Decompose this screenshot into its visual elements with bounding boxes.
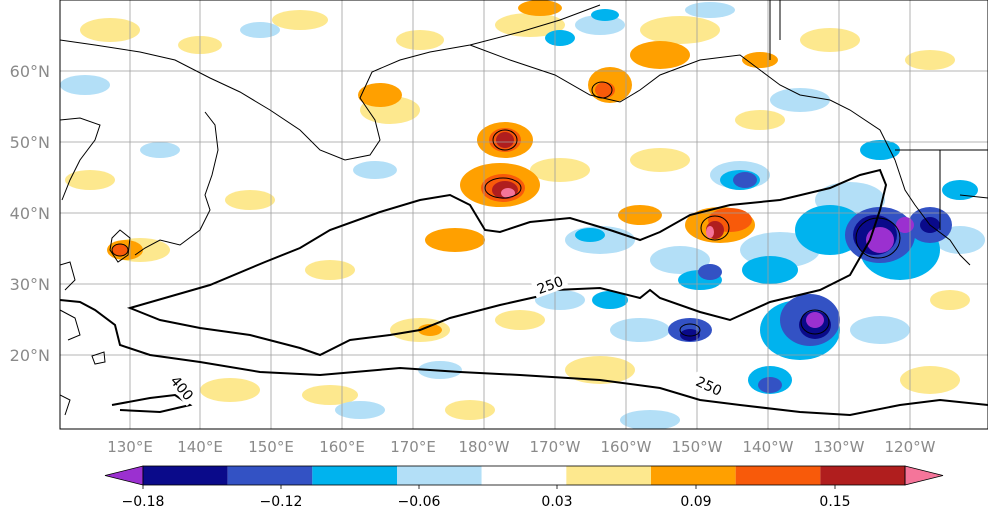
longitude-labels: 130°E 140°E 150°E 160°E 170°E 180°W 170°W 160°W… <box>107 438 935 456</box>
longitude-label: 170°W <box>530 438 581 456</box>
coastlines <box>60 0 988 416</box>
latitude-labels: 60°N 50°N 40°N 30°N 20°N <box>10 62 50 365</box>
gridlines <box>60 0 988 429</box>
longitude-label: 120°W <box>885 438 936 456</box>
colorbar-segment <box>227 466 313 485</box>
colorbar-segment <box>820 466 905 485</box>
map-border <box>59 0 988 430</box>
longitude-label: 170°E <box>390 438 436 456</box>
colorbar-segment <box>566 466 651 485</box>
colorbar-tick-label: 0.15 <box>819 494 850 510</box>
colorbar-segment <box>735 466 821 485</box>
longitude-label: 180°W <box>459 438 510 456</box>
longitude-label: 140°W <box>743 438 794 456</box>
colorbar-segment <box>312 466 397 485</box>
longitude-label: 150°E <box>248 438 294 456</box>
colorbar-extend-min <box>104 465 144 486</box>
latitude-label: 60°N <box>10 62 50 81</box>
latitude-label: 20°N <box>10 346 50 365</box>
colorbar-tick-label: 0.03 <box>541 494 572 510</box>
colorbar-tick-label: −0.18 <box>122 494 165 510</box>
latitude-label: 40°N <box>10 204 50 223</box>
colorbar: −0.18 −0.12 −0.06 0.03 0.09 0.15 <box>104 465 944 510</box>
significance-outlines <box>111 81 901 337</box>
latitude-label: 30°N <box>10 275 50 294</box>
longitude-label: 130°E <box>107 438 153 456</box>
colorbar-extend-max <box>904 465 944 486</box>
colorbar-segment <box>397 466 482 485</box>
latitude-label: 50°N <box>10 133 50 152</box>
colorbar-tick-label: −0.06 <box>398 494 441 510</box>
longitude-label: 150°W <box>672 438 723 456</box>
longitude-label: 140°E <box>177 438 223 456</box>
map-panel: 250 250 400 <box>60 0 988 429</box>
longitude-label: 130°W <box>814 438 865 456</box>
longitude-label: 160°W <box>601 438 652 456</box>
longitude-label: 160°E <box>319 438 365 456</box>
colorbar-tick-label: 0.09 <box>680 494 711 510</box>
colorbar-tick-label: −0.12 <box>260 494 303 510</box>
colorbar-segment <box>143 466 228 485</box>
colorbar-segment <box>481 466 567 485</box>
colorbar-segment <box>651 466 736 485</box>
